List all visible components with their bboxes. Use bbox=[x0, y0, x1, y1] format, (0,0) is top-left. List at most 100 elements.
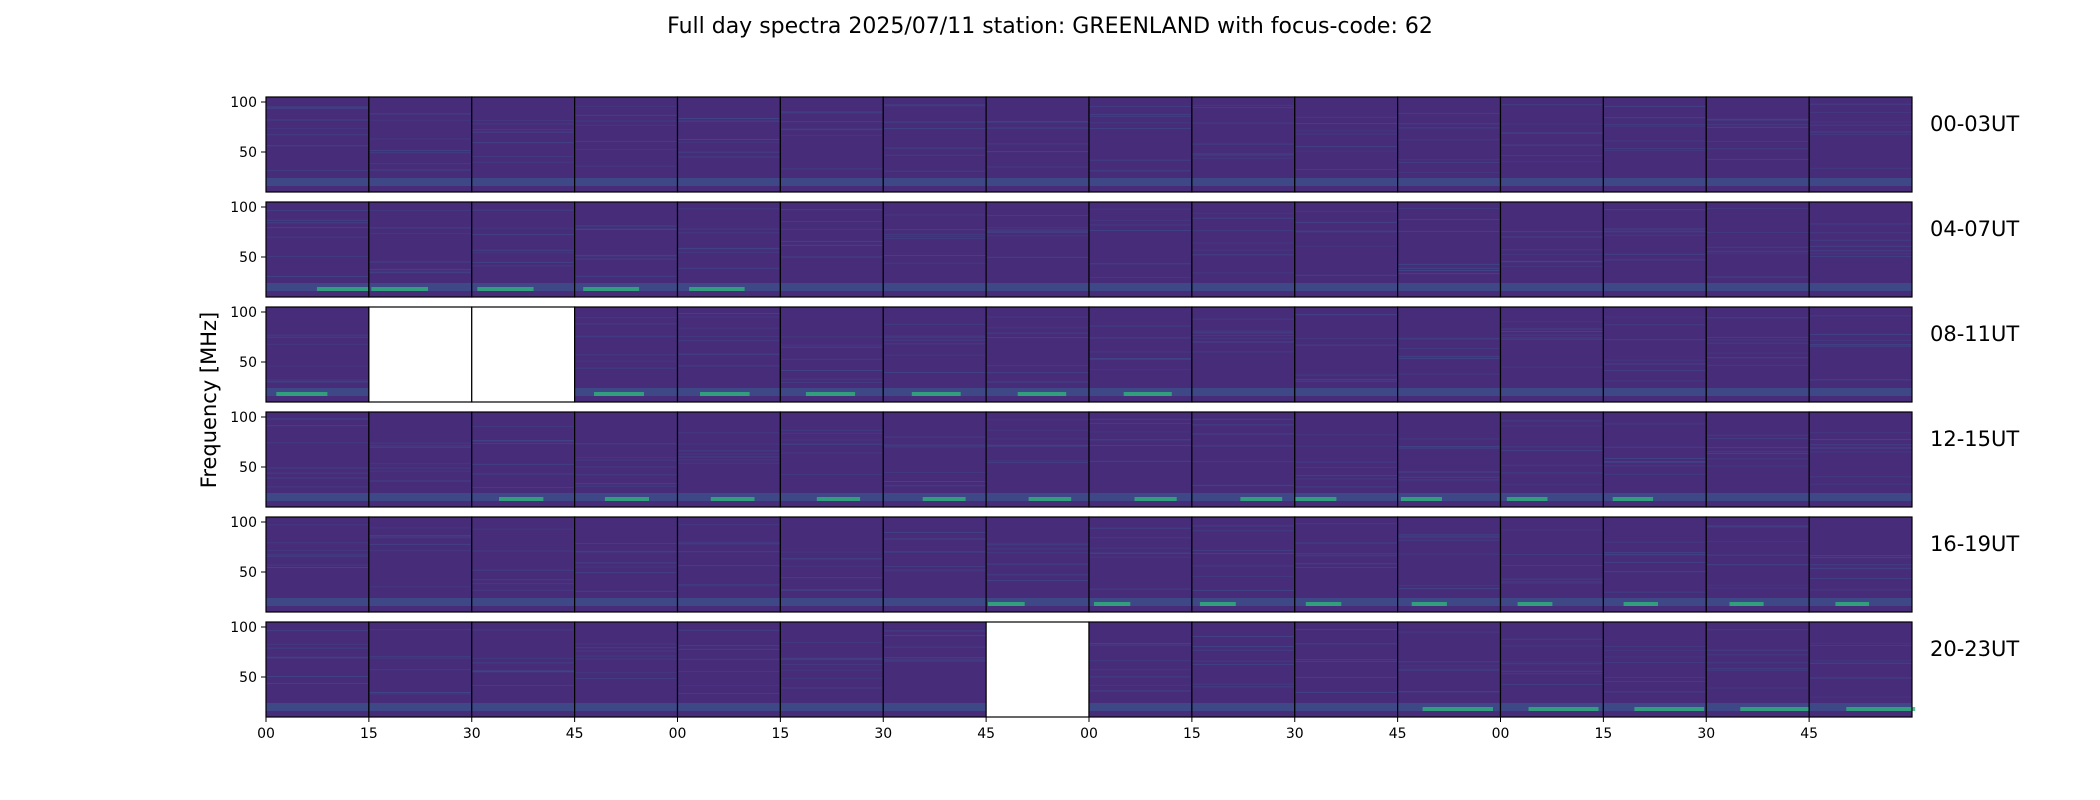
interference-line bbox=[471, 629, 575, 631]
interference-line bbox=[471, 156, 575, 158]
interference-line bbox=[1294, 380, 1398, 382]
interference-line bbox=[780, 370, 884, 371]
interference-line bbox=[1706, 587, 1810, 589]
interference-line bbox=[1500, 155, 1604, 156]
panel-background bbox=[471, 517, 575, 612]
interference-line bbox=[677, 685, 781, 687]
y-axis-label: Frequency [MHz] bbox=[197, 312, 221, 488]
low-frequency-band bbox=[574, 178, 678, 186]
burst-streak bbox=[1134, 497, 1177, 501]
interference-line bbox=[471, 670, 575, 672]
interference-line bbox=[1294, 230, 1398, 232]
interference-line bbox=[1191, 337, 1295, 339]
interference-line bbox=[1603, 117, 1707, 119]
low-frequency-band bbox=[266, 598, 369, 606]
interference-line bbox=[368, 445, 472, 447]
interference-line bbox=[780, 378, 884, 380]
interference-line bbox=[883, 660, 987, 662]
interference-line bbox=[780, 657, 884, 659]
interference-line bbox=[574, 590, 678, 592]
interference-line bbox=[1397, 123, 1501, 125]
burst-streak bbox=[1400, 497, 1442, 501]
interference-line bbox=[1809, 432, 1912, 434]
spectrum-panel bbox=[1294, 201, 1399, 298]
interference-line bbox=[1089, 527, 1192, 529]
interference-line bbox=[1603, 457, 1707, 459]
interference-line bbox=[780, 443, 884, 445]
interference-line bbox=[368, 119, 472, 121]
burst-streak bbox=[276, 392, 328, 396]
interference-line bbox=[368, 543, 472, 545]
interference-line bbox=[1706, 447, 1810, 449]
x-tick-label: 30 bbox=[874, 726, 892, 742]
interference-line bbox=[1089, 460, 1192, 462]
spectrum-panel-empty bbox=[368, 306, 473, 403]
interference-line bbox=[368, 270, 472, 272]
interference-line bbox=[986, 256, 1089, 258]
panel-frame bbox=[1808, 411, 1913, 508]
interference-line bbox=[574, 650, 678, 652]
interference-line bbox=[780, 221, 884, 222]
x-tick-label: 45 bbox=[1389, 726, 1407, 742]
interference-line bbox=[1809, 451, 1912, 453]
interference-line bbox=[986, 372, 1089, 374]
spectrum-panel bbox=[676, 306, 781, 403]
y-tick-label: 100 bbox=[230, 95, 257, 111]
spectrum-panel bbox=[574, 96, 679, 193]
low-frequency-band bbox=[780, 283, 884, 291]
interference-line bbox=[1603, 571, 1707, 573]
interference-line bbox=[1603, 339, 1707, 341]
interference-line bbox=[1294, 676, 1398, 678]
interference-line bbox=[780, 344, 884, 346]
panel-background bbox=[574, 202, 678, 297]
interference-line bbox=[1397, 338, 1501, 340]
interference-line bbox=[1809, 642, 1912, 644]
panel-background bbox=[1089, 97, 1192, 192]
interference-line bbox=[1500, 472, 1604, 474]
interference-line bbox=[266, 134, 369, 136]
spectrum-panel bbox=[1088, 306, 1193, 403]
interference-line bbox=[1603, 691, 1707, 693]
interference-line bbox=[1191, 589, 1295, 591]
interference-line bbox=[1294, 344, 1398, 346]
interference-line bbox=[1706, 629, 1810, 631]
interference-line bbox=[1191, 332, 1295, 334]
spectrum-panel bbox=[1705, 516, 1810, 613]
burst-streak bbox=[1199, 602, 1236, 606]
spectra-row: 100 50 08-11UT bbox=[230, 305, 2019, 403]
interference-line bbox=[1809, 253, 1912, 255]
interference-line bbox=[574, 323, 678, 325]
interference-line bbox=[986, 231, 1089, 233]
interference-line bbox=[574, 474, 678, 476]
interference-line bbox=[368, 442, 472, 444]
interference-line bbox=[883, 343, 987, 345]
interference-line bbox=[780, 444, 884, 445]
interference-line bbox=[1191, 351, 1295, 353]
interference-line bbox=[1706, 662, 1810, 664]
interference-line bbox=[574, 485, 678, 487]
panel-background bbox=[574, 622, 678, 717]
interference-line bbox=[1809, 379, 1912, 381]
spectrum-panel bbox=[882, 411, 987, 508]
interference-line bbox=[368, 232, 472, 234]
burst-streak bbox=[1612, 497, 1654, 501]
interference-line bbox=[1089, 690, 1192, 692]
spectrum-panel bbox=[1499, 201, 1604, 298]
interference-line bbox=[677, 251, 781, 253]
interference-line bbox=[574, 572, 678, 574]
spectrum-panel bbox=[1602, 621, 1707, 718]
interference-line bbox=[883, 532, 987, 533]
interference-line bbox=[986, 381, 1089, 383]
panel-background bbox=[1397, 517, 1501, 612]
interference-line bbox=[677, 353, 781, 355]
interference-line bbox=[1500, 420, 1604, 422]
interference-line bbox=[1294, 314, 1398, 316]
interference-line bbox=[471, 426, 575, 428]
interference-line bbox=[1089, 337, 1192, 339]
interference-line bbox=[1191, 418, 1295, 420]
burst-streak bbox=[371, 287, 428, 291]
interference-line bbox=[1500, 484, 1604, 486]
low-frequency-band bbox=[266, 703, 369, 711]
interference-line bbox=[1500, 231, 1604, 233]
panel-background bbox=[368, 97, 472, 192]
